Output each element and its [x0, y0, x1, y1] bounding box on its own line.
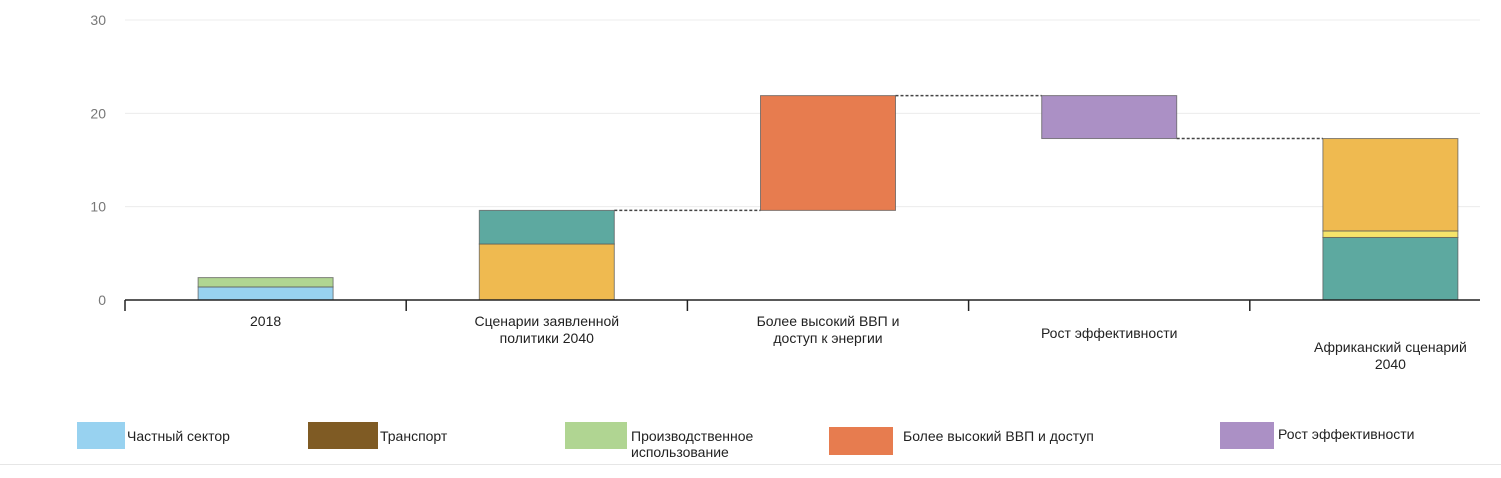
legend-item-transport[interactable]: Транспорт: [308, 422, 447, 449]
legend-swatch: [308, 422, 378, 449]
legend-item-private-sector[interactable]: Частный сектор: [77, 422, 230, 449]
bar-segment: [1322, 230, 1459, 238]
bottom-divider: [0, 464, 1501, 465]
x-tick-label: политики 2040: [500, 330, 594, 346]
legend-label: Транспорт: [380, 428, 448, 444]
bar-segment: [197, 277, 334, 288]
x-tick-label: Рост эффективности: [1041, 325, 1177, 341]
bar-segment: [1041, 95, 1178, 140]
bar-segment: [1322, 236, 1459, 301]
legend-swatch: [1220, 422, 1274, 449]
legend-item-efficiency[interactable]: Рост эффективности: [1220, 422, 1414, 449]
legend-label: Производственное использование: [631, 428, 754, 460]
legend-swatch: [77, 422, 125, 449]
legend-swatch: [829, 427, 893, 455]
legend-swatch: [565, 422, 627, 449]
x-tick-label: 2040: [1375, 356, 1406, 372]
y-tick-label: 30: [90, 12, 106, 28]
bar-segment: [760, 95, 896, 211]
x-tick-label: Африканский сценарий: [1314, 339, 1467, 355]
x-tick-label: доступ к энергии: [773, 330, 882, 346]
x-tick-label: Более высокий ВВП и: [757, 313, 900, 329]
legend-label: Более высокий ВВП и доступ: [903, 428, 1094, 444]
legend-label: Рост эффективности: [1278, 426, 1415, 442]
bar-segment: [197, 286, 334, 301]
legend-item-higher-gdp[interactable]: Более высокий ВВП и доступ: [829, 422, 1094, 455]
bar-segment: [478, 209, 615, 245]
legend: Частный сектор Транспорт Производственно…: [0, 422, 1501, 462]
y-tick-label: 20: [90, 105, 106, 121]
legend-item-productive-use[interactable]: Производственное использование: [565, 422, 781, 460]
legend-label: Частный сектор: [127, 428, 230, 444]
bar-segment: [478, 243, 615, 301]
x-tick-label: 2018: [250, 313, 281, 329]
y-tick-label: 10: [90, 199, 106, 215]
y-tick-label: 0: [98, 292, 106, 308]
bar-segment: [1322, 138, 1459, 232]
x-tick-label: Сценарии заявленной: [475, 313, 620, 329]
